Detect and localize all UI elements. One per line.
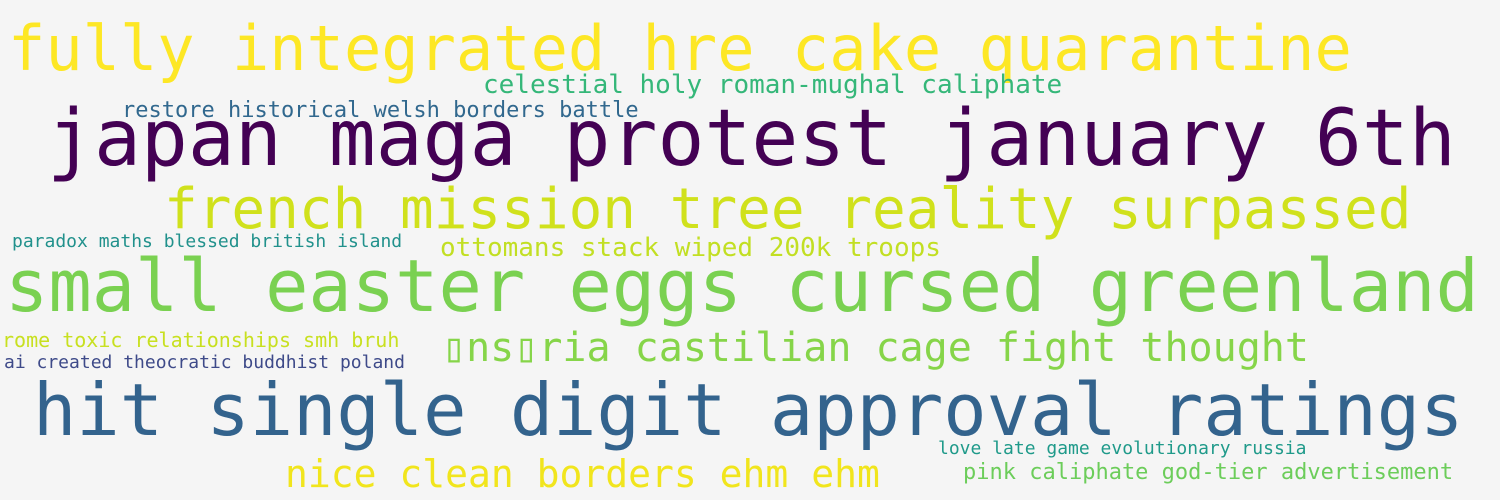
word-phrase: paradox maths blessed british island bbox=[12, 231, 403, 252]
word-phrase: pink caliphate god-tier advertisement bbox=[963, 460, 1454, 485]
word-phrase: japan maga protest january 6th bbox=[47, 94, 1456, 184]
word-phrase: french mission tree reality surpassed bbox=[164, 177, 1412, 242]
word-phrase: nice clean borders ehm ehm bbox=[285, 452, 880, 496]
word-phrase: ▯ns▯ria castilian cage fight thought bbox=[442, 325, 1309, 371]
word-phrase: love late game evolutionary russia bbox=[938, 438, 1307, 459]
word-phrase: fully integrated hre cake quarantine bbox=[8, 12, 1352, 85]
word-phrase: small easter eggs cursed greenland bbox=[5, 244, 1479, 328]
word-phrase: hit single digit approval ratings bbox=[33, 368, 1464, 452]
word-phrase: celestial holy roman-mughal caliphate bbox=[483, 70, 1063, 100]
word-phrase: ottomans stack wiped 200k troops bbox=[440, 233, 941, 263]
word-phrase: ai created theocratic buddhist poland bbox=[4, 352, 405, 373]
word-phrase: rome toxic relationships smh bruh bbox=[2, 328, 400, 352]
word-phrase: restore historical welsh borders battle bbox=[122, 98, 639, 123]
